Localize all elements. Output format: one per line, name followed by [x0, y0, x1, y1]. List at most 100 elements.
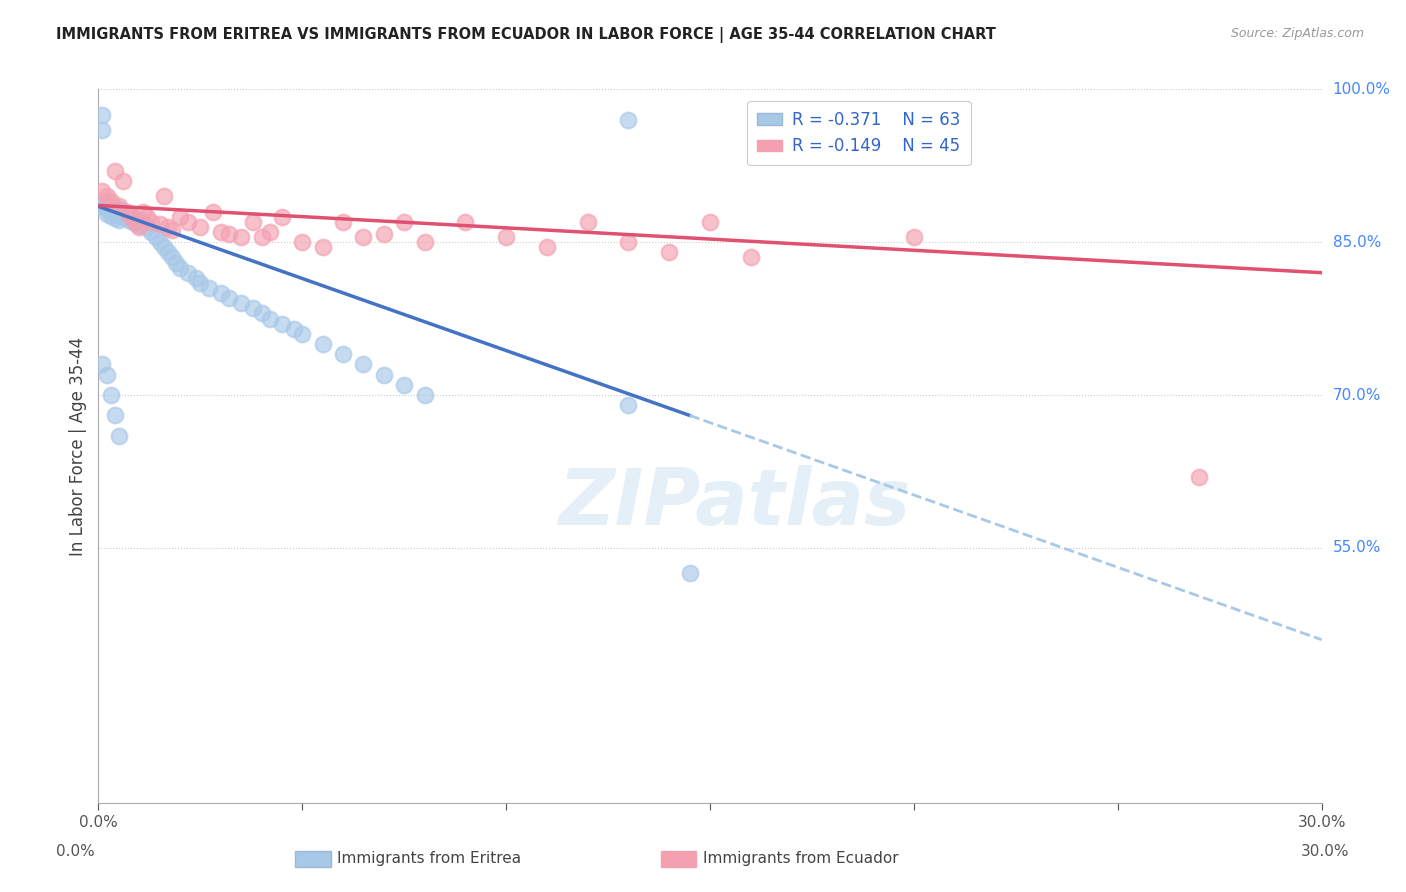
Point — [259, 225, 281, 239]
Legend: R = -0.371    N = 63, R = -0.149    N = 45: R = -0.371 N = 63, R = -0.149 N = 45 — [748, 101, 970, 165]
Point — [413, 235, 436, 249]
Point — [136, 210, 159, 224]
Point — [197, 281, 219, 295]
Text: 0.0%: 0.0% — [56, 845, 96, 859]
Point — [156, 219, 179, 234]
Point — [903, 230, 925, 244]
Text: Source: ZipAtlas.com: Source: ZipAtlas.com — [1230, 27, 1364, 40]
Point — [352, 358, 374, 372]
Point — [218, 227, 240, 241]
Point — [91, 184, 114, 198]
Point — [108, 208, 131, 222]
Point — [188, 219, 212, 234]
Y-axis label: In Labor Force | Age 35-44: In Labor Force | Age 35-44 — [69, 336, 87, 556]
Point — [270, 210, 294, 224]
Text: Immigrants from Ecuador: Immigrants from Ecuador — [703, 852, 898, 866]
Point — [242, 301, 264, 316]
Point — [100, 209, 122, 223]
Point — [108, 212, 131, 227]
Point — [111, 174, 134, 188]
Point — [332, 347, 354, 361]
Point — [250, 230, 273, 244]
Point — [740, 251, 762, 265]
Point — [100, 194, 122, 209]
Point — [104, 202, 127, 216]
Point — [100, 204, 122, 219]
Point — [132, 215, 155, 229]
Point — [536, 240, 558, 254]
Point — [91, 123, 114, 137]
Text: 30.0%: 30.0% — [1302, 845, 1350, 859]
Point — [124, 216, 146, 230]
Point — [115, 211, 138, 226]
Point — [104, 206, 127, 220]
Text: 100.0%: 100.0% — [1333, 82, 1391, 96]
Text: 85.0%: 85.0% — [1333, 235, 1381, 250]
Point — [160, 223, 183, 237]
Point — [242, 215, 264, 229]
Point — [115, 204, 138, 219]
Text: Immigrants from Eritrea: Immigrants from Eritrea — [337, 852, 522, 866]
Point — [160, 251, 183, 265]
Point — [169, 260, 191, 275]
Point — [96, 206, 118, 220]
Point — [250, 306, 273, 320]
Point — [218, 291, 240, 305]
Point — [91, 358, 114, 372]
Point — [231, 296, 253, 310]
Point — [209, 286, 232, 301]
Point — [124, 211, 146, 225]
Point — [177, 266, 200, 280]
Point — [149, 217, 172, 231]
Point — [658, 245, 681, 260]
Point — [283, 322, 305, 336]
Point — [141, 225, 163, 239]
Point — [209, 225, 232, 239]
Point — [96, 202, 118, 217]
Point — [165, 255, 187, 269]
Point — [617, 398, 640, 412]
Point — [96, 189, 118, 203]
Point — [291, 326, 314, 341]
Point — [152, 189, 174, 203]
Point — [100, 201, 122, 215]
Point — [169, 210, 191, 224]
Text: IMMIGRANTS FROM ERITREA VS IMMIGRANTS FROM ECUADOR IN LABOR FORCE | AGE 35-44 CO: IMMIGRANTS FROM ERITREA VS IMMIGRANTS FR… — [56, 27, 995, 43]
Point — [108, 429, 131, 443]
Point — [392, 215, 416, 229]
Point — [96, 368, 118, 382]
Point — [108, 199, 131, 213]
Point — [495, 230, 517, 244]
Point — [312, 337, 335, 351]
Point — [332, 215, 354, 229]
Point — [373, 227, 395, 241]
Point — [120, 213, 142, 227]
Point — [91, 199, 114, 213]
Point — [679, 566, 702, 581]
Point — [291, 235, 314, 249]
Point — [373, 368, 395, 382]
Point — [145, 230, 167, 244]
Point — [413, 388, 436, 402]
Point — [259, 311, 281, 326]
Point — [352, 230, 374, 244]
Point — [231, 230, 253, 244]
Point — [270, 317, 294, 331]
Point — [617, 235, 640, 249]
Point — [128, 212, 150, 227]
Point — [617, 112, 640, 127]
Point — [91, 108, 114, 122]
Point — [1188, 469, 1211, 483]
Point — [576, 215, 599, 229]
Point — [186, 270, 208, 285]
Point — [128, 219, 150, 234]
Point — [104, 163, 127, 178]
Text: 55.0%: 55.0% — [1333, 541, 1381, 556]
Point — [111, 204, 134, 219]
Point — [124, 215, 146, 229]
Point — [115, 206, 138, 220]
Point — [100, 388, 122, 402]
Point — [312, 240, 335, 254]
Point — [152, 240, 174, 254]
Point — [188, 276, 212, 290]
